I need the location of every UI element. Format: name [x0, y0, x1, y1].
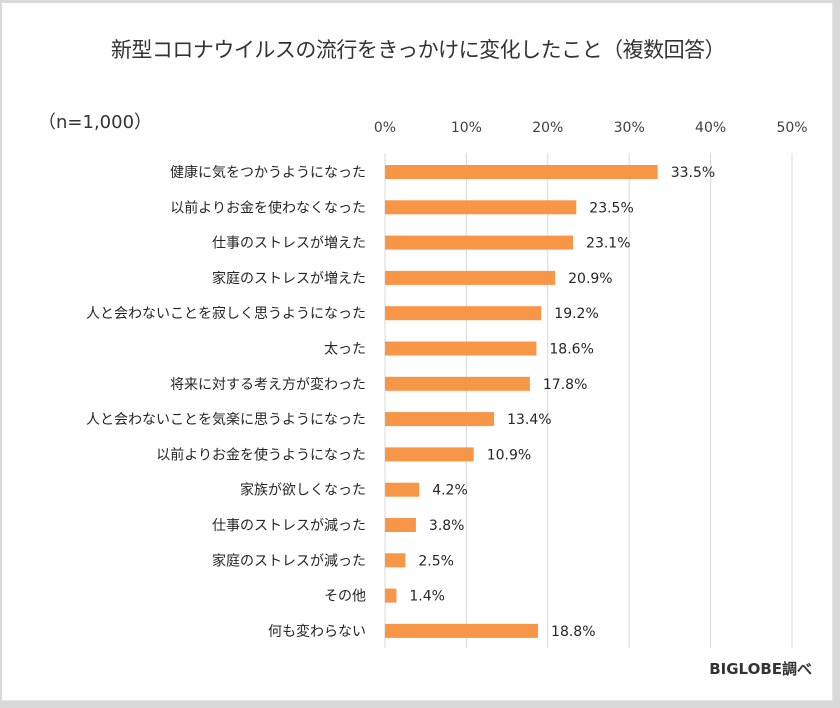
- data-label: 2.5%: [418, 553, 454, 569]
- data-label: 17.8%: [543, 377, 587, 393]
- bars: [385, 165, 658, 638]
- data-label: 10.9%: [487, 447, 531, 463]
- category-label: 以前よりお金を使うようになった: [156, 446, 366, 463]
- bar: [385, 235, 574, 250]
- data-label: 18.8%: [551, 624, 595, 640]
- bar: [385, 518, 416, 532]
- x-tick-label: 30%: [614, 120, 645, 136]
- bar: [385, 270, 556, 285]
- category-label: その他: [324, 589, 366, 605]
- category-label: 人と会わないことを気楽に思うようになった: [86, 412, 366, 428]
- category-label: 仕事のストレスが増えた: [212, 236, 366, 252]
- x-tick-label: 40%: [695, 120, 726, 136]
- bar: [385, 553, 406, 568]
- data-label: 23.5%: [589, 200, 633, 216]
- bar: [385, 200, 577, 215]
- sample-size-label: （n=1,000）: [38, 112, 153, 133]
- data-label: 18.6%: [549, 342, 593, 358]
- gridlines: [384, 153, 793, 648]
- x-tick-label: 0%: [374, 120, 396, 136]
- bar: [385, 482, 420, 497]
- bar: [385, 623, 539, 638]
- category-label: 家庭のストレスが減った: [212, 552, 366, 569]
- source-label: BIGLOBE調べ: [709, 660, 812, 678]
- x-tick-label: 50%: [776, 120, 807, 136]
- data-label: 13.4%: [507, 412, 551, 428]
- bar: [385, 306, 542, 321]
- bar: [385, 412, 495, 427]
- data-label: 1.4%: [409, 589, 445, 605]
- data-label: 3.8%: [429, 518, 465, 534]
- category-label: 何も変わらない: [268, 623, 366, 640]
- bar: [385, 376, 530, 391]
- data-label: 20.9%: [568, 271, 612, 287]
- value-labels: 33.5% 23.5% 23.1% 20.9% 19.2% 18.6% 17.8% 13.4%…: [409, 165, 715, 640]
- category-label: 以前よりお金を使わなくなった: [170, 199, 366, 216]
- category-label: 健康に気をつかうようになった: [170, 164, 366, 181]
- bar: [385, 447, 474, 462]
- x-tick-label: 20%: [532, 120, 563, 136]
- category-label: 仕事のストレスが減った: [212, 517, 366, 534]
- data-label: 4.2%: [432, 483, 468, 499]
- data-label: 23.1%: [586, 236, 630, 252]
- category-label: 家庭のストレスが増えた: [212, 270, 366, 287]
- category-label: 人と会わないことを寂しく思うようになった: [86, 306, 366, 322]
- x-tick-label: 10%: [451, 120, 482, 136]
- category-label: 将来に対する考え方が変わった: [170, 376, 366, 393]
- category-labels: 健康に気をつかうようになった以前よりお金を使わなくなった仕事のストレスが増えた家…: [86, 164, 366, 640]
- data-label: 33.5%: [671, 165, 715, 181]
- category-label: 家族が欲しくなった: [240, 482, 366, 499]
- bar: [385, 588, 397, 603]
- chart-title: 新型コロナウイルスの流行をきっかけに変化したこと（複数回答）: [110, 38, 726, 62]
- x-axis-ticks: 0% 10% 20% 30% 40% 50%: [374, 120, 808, 136]
- bar: [385, 341, 537, 356]
- bar: [385, 165, 658, 179]
- category-label: 太った: [324, 342, 366, 358]
- data-label: 19.2%: [554, 306, 598, 322]
